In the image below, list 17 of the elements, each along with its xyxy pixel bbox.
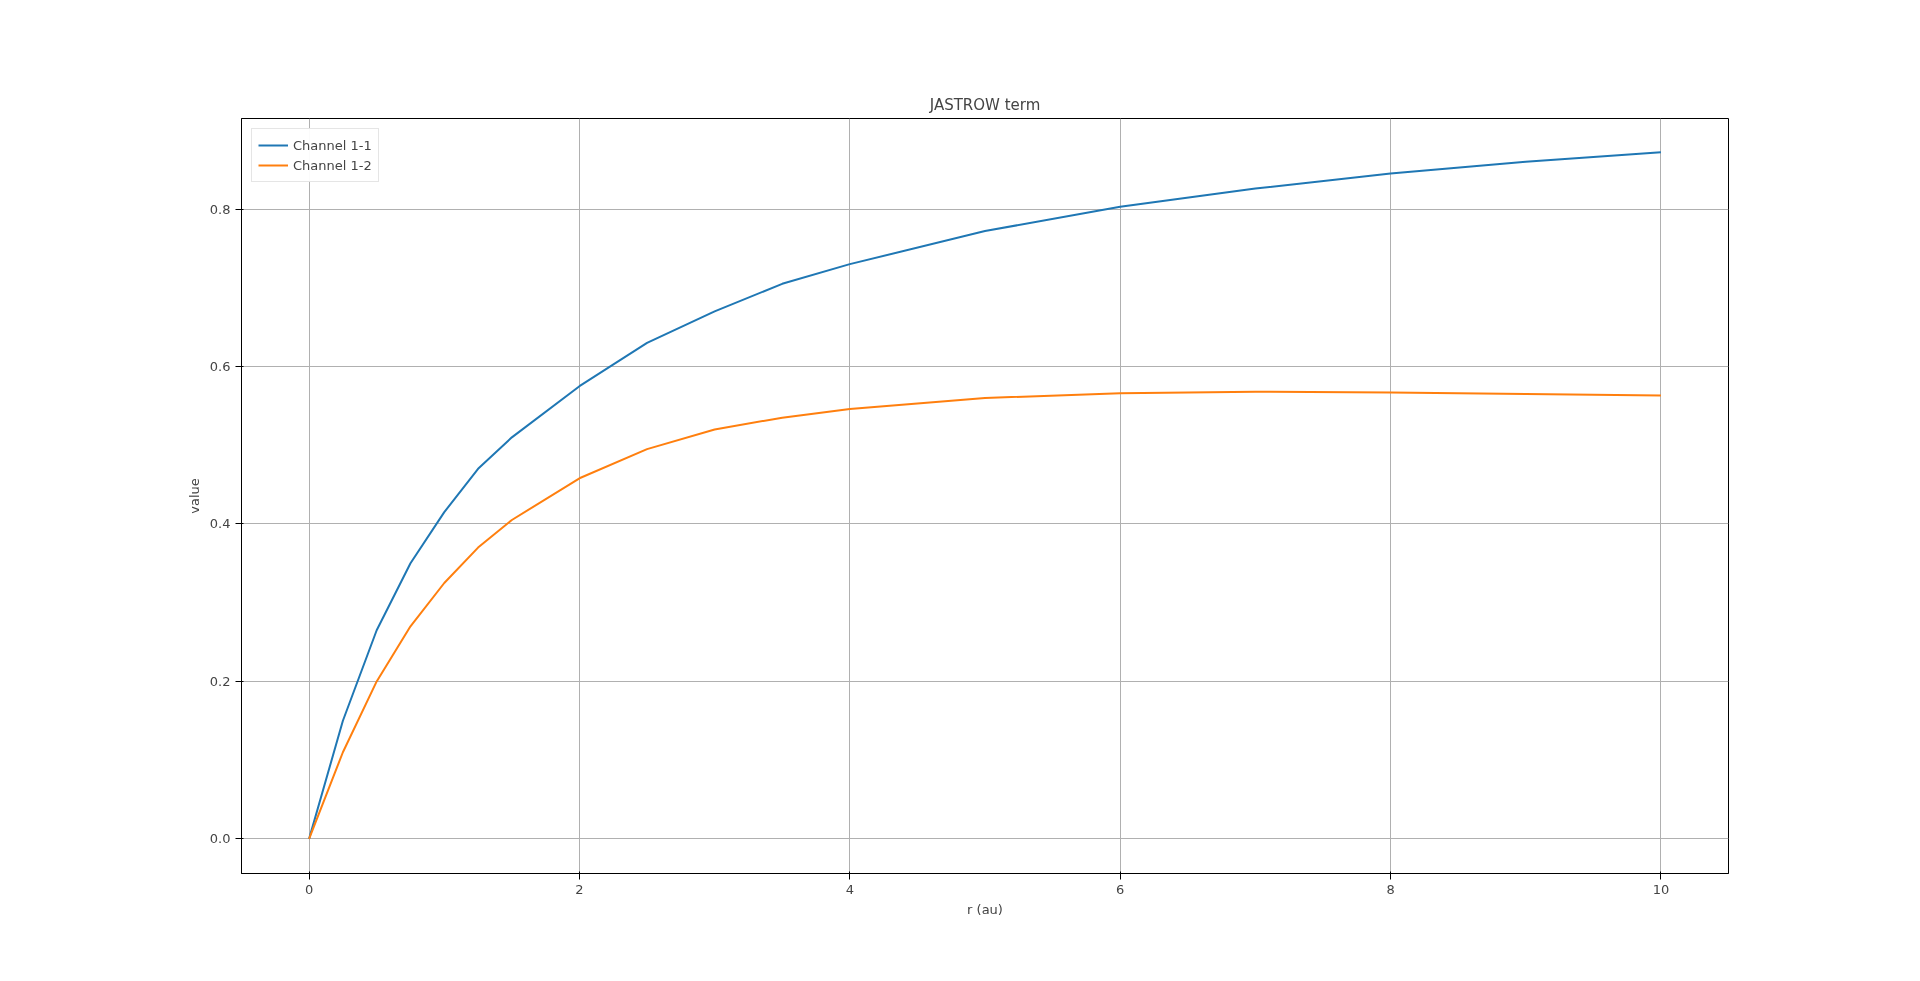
x-tick-label: 6 bbox=[1116, 881, 1125, 897]
chart-title: JASTROW term bbox=[928, 95, 1041, 114]
x-tick-label: 10 bbox=[1652, 881, 1670, 897]
x-axis-title: r (au) bbox=[967, 901, 1003, 917]
y-tick-label: 0.2 bbox=[209, 673, 231, 689]
y-tick-label: 0.4 bbox=[209, 516, 231, 532]
line-series bbox=[308, 390, 1662, 840]
x-tick-label: 8 bbox=[1386, 881, 1395, 897]
legend-label: Channel 1-1 bbox=[293, 137, 372, 153]
y-axis-title: value bbox=[186, 478, 202, 514]
legend-label: Channel 1-2 bbox=[293, 157, 372, 173]
x-tick-label: 0 bbox=[304, 881, 314, 897]
x-tick-label: 2 bbox=[575, 881, 584, 897]
y-tick-label: 0.0 bbox=[209, 831, 231, 847]
y-tick-label: 0.6 bbox=[209, 358, 231, 374]
y-tick-label: 0.8 bbox=[209, 201, 231, 217]
x-tick-label: 4 bbox=[845, 881, 854, 897]
